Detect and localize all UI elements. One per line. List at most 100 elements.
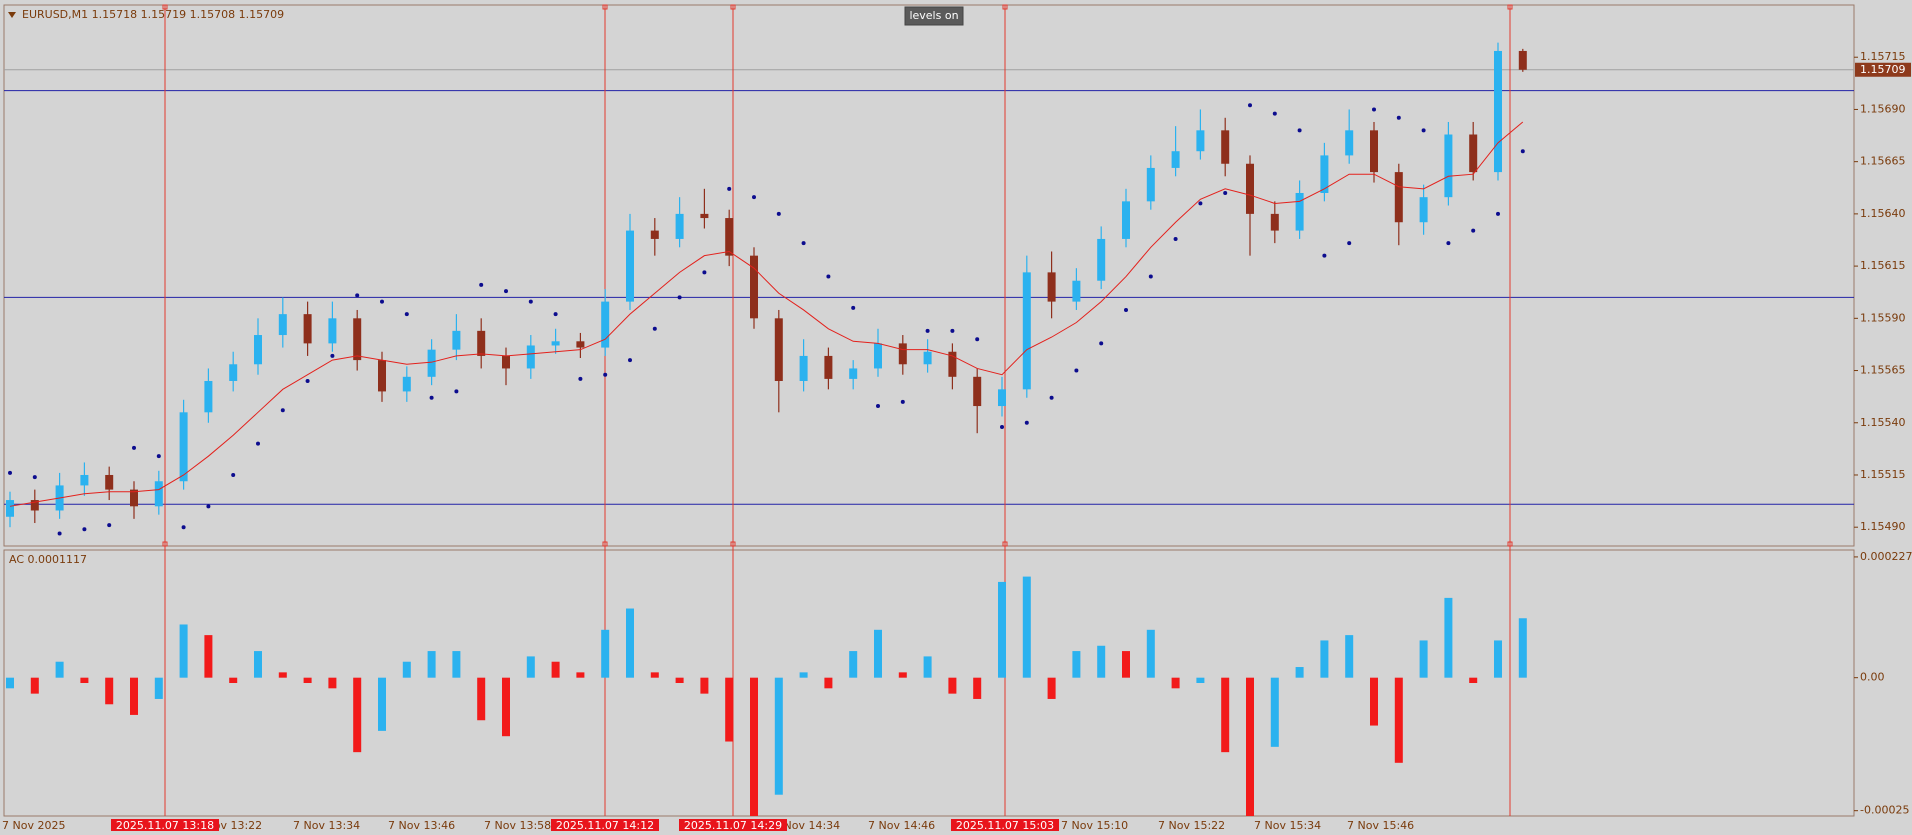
candle-body <box>1345 130 1354 156</box>
sar-dot <box>1099 341 1104 346</box>
sar-dot <box>603 372 608 377</box>
marker-handle <box>162 541 168 547</box>
sar-dot <box>156 454 161 459</box>
levels-button-label[interactable]: levels on <box>909 9 958 22</box>
x-tick-label: 7 Nov 15:10 <box>1061 819 1128 831</box>
candle-body <box>80 474 89 486</box>
x-tick-label: 7 Nov 14:34 <box>773 819 840 831</box>
sar-dot <box>652 326 657 331</box>
candle-body <box>626 230 634 302</box>
marker-label: 2025.11.07 15:03 <box>956 819 1054 831</box>
marker-label: 2025.11.07 13:18 <box>116 819 214 831</box>
candle-body <box>1221 130 1230 164</box>
candle-body <box>30 500 39 511</box>
ac-bar <box>1097 645 1106 678</box>
bid-label: 1.15709 <box>1860 63 1906 76</box>
ac-bar <box>1469 677 1478 683</box>
candle-body <box>1097 238 1106 281</box>
candle-body <box>427 349 436 377</box>
y-tick-label: 1.15665 <box>1860 155 1906 168</box>
candle-body <box>1196 130 1205 152</box>
ac-bar <box>303 677 312 683</box>
sar-dot <box>677 295 682 300</box>
ac-title: AC 0.0001117 <box>9 553 87 566</box>
sar-dot <box>1297 128 1302 133</box>
candle-body <box>105 474 114 490</box>
ac-bar <box>799 672 808 678</box>
ac-bar <box>774 677 783 795</box>
candle-body <box>923 351 932 365</box>
candle-body <box>849 368 858 379</box>
sar-dot <box>1148 274 1153 279</box>
candle-body <box>1072 280 1081 302</box>
candle-body <box>601 301 610 348</box>
marker-label: 2025.11.07 14:29 <box>684 819 782 831</box>
candle-body <box>700 213 709 219</box>
candle-body <box>824 355 833 379</box>
sar-dot <box>776 211 781 216</box>
sar-dot <box>1372 107 1376 112</box>
marker-handle <box>1002 4 1008 10</box>
candle-body <box>675 213 684 239</box>
y-tick-label: 1.15490 <box>1860 520 1906 533</box>
ac-bar <box>998 581 1006 678</box>
ac-bar <box>30 677 39 694</box>
levels-button[interactable] <box>904 6 964 26</box>
marker-handle <box>1507 541 1513 547</box>
candle-body <box>1295 192 1304 231</box>
sar-dot <box>727 186 732 191</box>
candle-body <box>799 355 808 381</box>
x-tick-label: 7 Nov 13:58 <box>484 819 551 831</box>
sar-dot <box>1471 228 1476 233</box>
ac-bar <box>229 677 238 683</box>
ac-bar <box>502 677 510 737</box>
candle-body <box>948 351 957 377</box>
marker-handle <box>730 4 736 10</box>
candle-body <box>898 343 907 365</box>
collapse-icon[interactable] <box>8 12 16 18</box>
sar-dot <box>132 445 136 450</box>
marker-handle <box>1507 4 1513 10</box>
ac-bar <box>1295 667 1304 678</box>
candle-body <box>502 355 510 369</box>
y-tick-label: 1.15715 <box>1860 50 1906 63</box>
ac-bar <box>55 661 64 678</box>
ac-bar <box>254 651 262 678</box>
sar-dot <box>553 312 558 317</box>
x-tick-label: 7 Nov 15:34 <box>1254 819 1321 831</box>
ac-bar <box>650 672 659 678</box>
x-tick-label: 7 Nov 15:22 <box>1158 819 1225 831</box>
y-tick-label: 1.15590 <box>1860 311 1906 324</box>
ac-bar <box>130 677 138 715</box>
ac-bar <box>1146 629 1155 678</box>
ac-bar <box>179 624 188 678</box>
ac-bar <box>1518 618 1527 678</box>
moving-average <box>9 121 1524 507</box>
marker-label: 2025.11.07 14:12 <box>556 819 654 831</box>
candle-body <box>973 376 982 407</box>
sar-dot <box>479 282 484 287</box>
ac-bar <box>1394 677 1403 763</box>
candle-body <box>1394 172 1403 223</box>
sar-dot <box>851 305 856 310</box>
ac-bar <box>973 677 982 699</box>
sar-dot <box>1446 241 1451 246</box>
ac-bar <box>849 651 858 678</box>
candle-body <box>130 489 138 507</box>
sar-dot <box>1024 420 1029 425</box>
ac-bar <box>526 656 535 678</box>
candle-body <box>378 360 386 392</box>
sar-dot <box>107 523 112 528</box>
candle-body <box>6 500 14 517</box>
sar-dot <box>628 358 632 363</box>
ac-bar <box>576 672 585 678</box>
bid-box <box>1855 62 1911 77</box>
ac-bar <box>923 656 932 678</box>
sar-dot <box>1421 128 1426 133</box>
ac-bar <box>898 672 907 678</box>
candle-body <box>1419 197 1428 223</box>
sar-dot <box>1124 307 1128 312</box>
symbol-header: EURUSD,M1 1.15718 1.15719 1.15708 1.1570… <box>22 8 284 21</box>
y-tick-label: 1.15565 <box>1860 364 1906 377</box>
